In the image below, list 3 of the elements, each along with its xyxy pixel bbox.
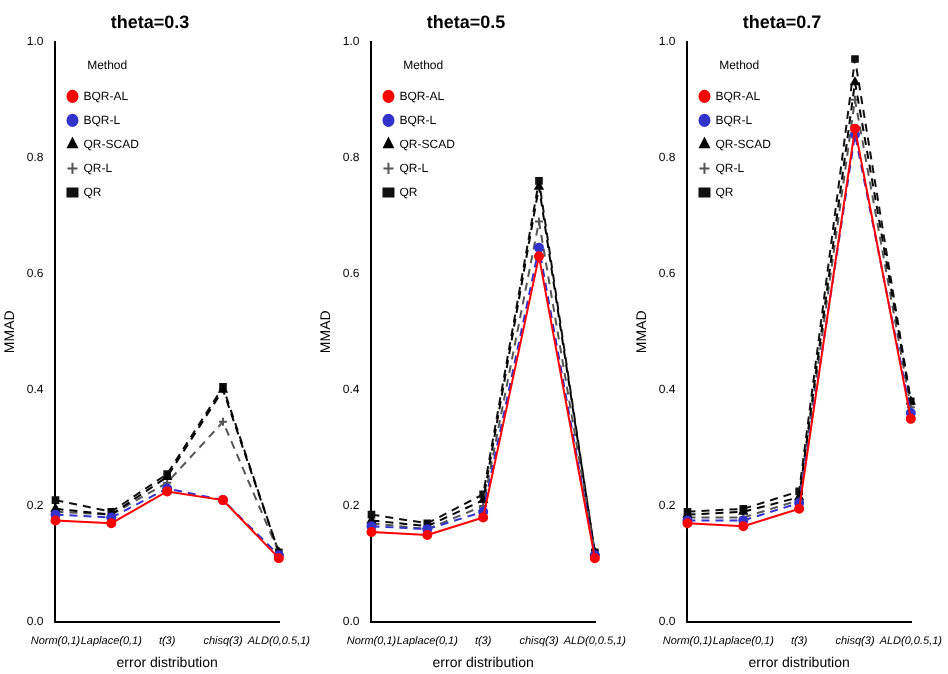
- chart-title: theta=0.5: [426, 11, 506, 32]
- chart-title: theta=0.7: [742, 11, 822, 32]
- chart-title: theta=0.3: [110, 11, 190, 32]
